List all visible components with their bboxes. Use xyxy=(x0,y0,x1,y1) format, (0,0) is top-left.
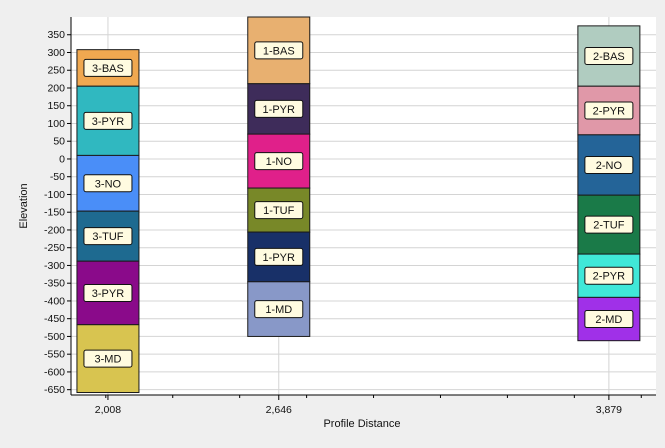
y-axis-ticks: 350 300 250 200 150 100 50 0 -50 -100 -150 -200 -250… xyxy=(44,29,71,396)
x-axis-title: Profile Distance xyxy=(323,418,400,430)
x-tick-label: 3,879 xyxy=(596,404,622,416)
unit-label-box xyxy=(83,227,133,246)
y-tick-label: 50 xyxy=(53,136,65,148)
unit-label: 2-BAS xyxy=(593,51,625,63)
unit-label-box xyxy=(254,99,304,118)
unit-label: 3-NO xyxy=(95,178,122,190)
unit-label-box xyxy=(254,152,304,171)
unit-label: 3-MD xyxy=(95,354,122,366)
unit-label-box xyxy=(254,247,304,266)
y-tick-label: -50 xyxy=(50,171,65,183)
y-tick-label: 100 xyxy=(47,118,65,130)
y-tick-label: -650 xyxy=(44,384,65,396)
y-tick-label: 350 xyxy=(47,29,65,41)
y-axis-title: Elevation xyxy=(18,183,30,228)
unit-label-box xyxy=(584,266,634,285)
unit-label-box xyxy=(83,174,133,193)
unit-label: 2-TUF xyxy=(593,220,624,232)
x-tick-label: 2,646 xyxy=(266,404,292,416)
y-tick-label: 200 xyxy=(47,82,65,94)
y-tick-label: -350 xyxy=(44,278,65,290)
unit-label-box xyxy=(254,201,304,220)
y-tick-label: -600 xyxy=(44,366,65,378)
y-tick-label: -100 xyxy=(44,189,65,201)
unit-label: 1-NO xyxy=(266,156,293,168)
unit-label: 2-NO xyxy=(596,160,623,172)
unit-label: 2-PYR xyxy=(593,271,625,283)
unit-label-box xyxy=(584,310,634,329)
unit-label-box xyxy=(83,349,133,368)
y-tick-label: -150 xyxy=(44,207,65,219)
y-tick-label: 300 xyxy=(47,47,65,59)
unit-label: 1-PYR xyxy=(263,104,295,116)
unit-label: 1-PYR xyxy=(263,252,295,264)
unit-labels: 3-BAS 3-PYR 3-NO 3-TUF 3-PYR 3-MD 1-BAS 1-PYR 1-… xyxy=(83,41,634,368)
unit-label: 3-PYR xyxy=(92,288,124,300)
unit-label: 1-TUF xyxy=(263,205,294,217)
y-tick-label: 250 xyxy=(47,65,65,77)
y-tick-label: -300 xyxy=(44,260,65,272)
unit-label-box xyxy=(254,300,304,319)
y-tick-label: -250 xyxy=(44,242,65,254)
unit-label: 3-PYR xyxy=(92,116,124,128)
unit-label-box xyxy=(584,101,634,120)
unit-label-box xyxy=(584,156,634,175)
unit-label-box xyxy=(83,283,133,302)
plot-area xyxy=(71,17,656,395)
unit-label-box xyxy=(584,47,634,66)
y-tick-label: -550 xyxy=(44,349,65,361)
unit-label: 1-BAS xyxy=(263,45,295,57)
unit-label: 1-MD xyxy=(265,304,292,316)
y-tick-label: -200 xyxy=(44,224,65,236)
x-tick-label: 2,008 xyxy=(95,404,121,416)
unit-label-box xyxy=(83,111,133,130)
unit-label: 2-PYR xyxy=(593,106,625,118)
unit-label: 3-TUF xyxy=(92,231,123,243)
unit-label-box xyxy=(83,58,133,77)
y-tick-label: 0 xyxy=(59,153,65,165)
unit-label-box xyxy=(254,41,304,60)
y-tick-label: -400 xyxy=(44,295,65,307)
axes xyxy=(70,17,656,396)
unit-label-box xyxy=(584,215,634,234)
y-tick-label: -450 xyxy=(44,313,65,325)
unit-label: 3-BAS xyxy=(92,63,124,75)
x-axis-ticks: 2,008 2,646 3,879 xyxy=(95,395,642,416)
unit-label: 2-MD xyxy=(595,314,622,326)
y-tick-label: -500 xyxy=(44,331,65,343)
y-tick-label: 150 xyxy=(47,100,65,112)
